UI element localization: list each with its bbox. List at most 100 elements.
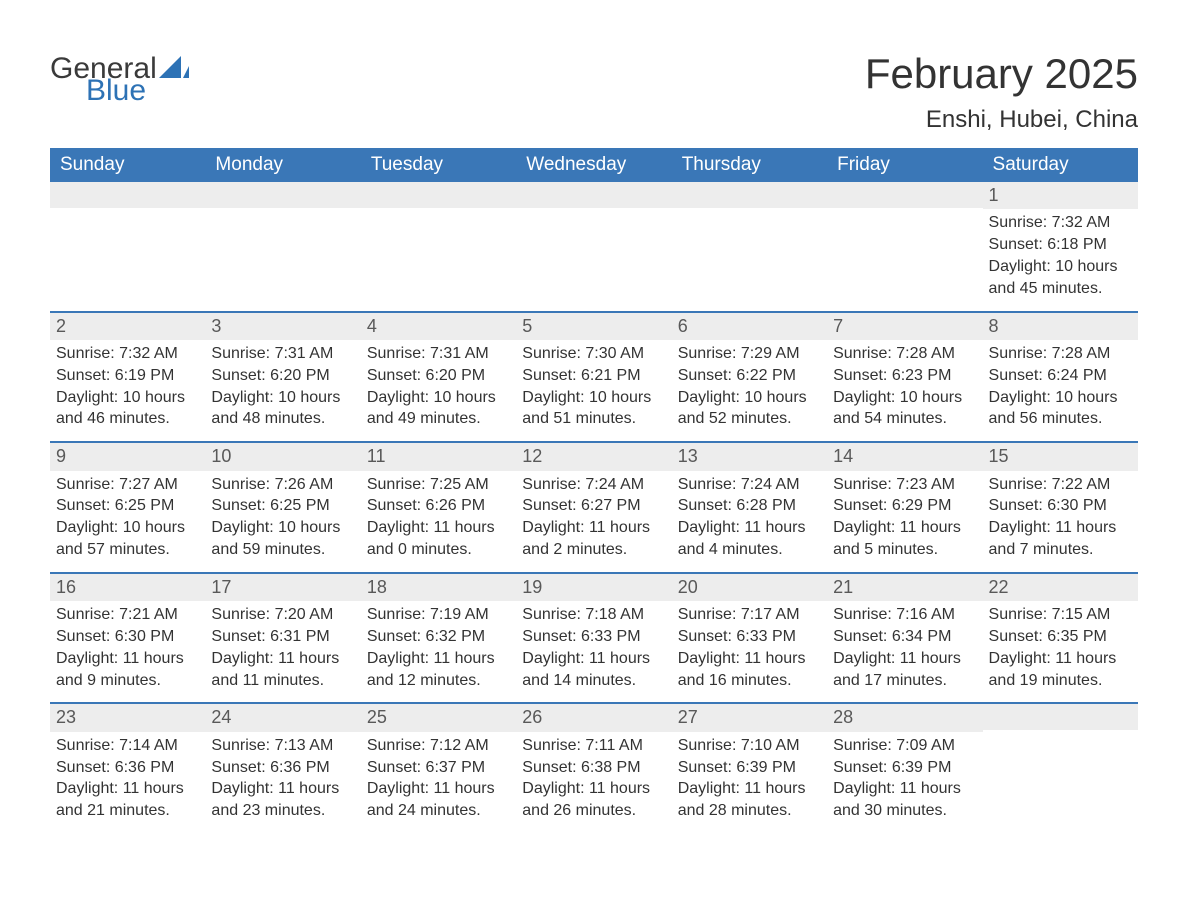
day-number: 23 (50, 704, 205, 731)
day-sunset: Sunset: 6:33 PM (522, 627, 665, 648)
day-cell: 12Sunrise: 7:24 AMSunset: 6:27 PMDayligh… (516, 443, 671, 572)
day-body: Sunrise: 7:31 AMSunset: 6:20 PMDaylight:… (205, 340, 360, 441)
day-body: Sunrise: 7:10 AMSunset: 6:39 PMDaylight:… (672, 732, 827, 833)
day-number: 4 (361, 313, 516, 340)
day-d1: Daylight: 10 hours (989, 257, 1132, 278)
day-body: Sunrise: 7:12 AMSunset: 6:37 PMDaylight:… (361, 732, 516, 833)
title-month: February 2025 (865, 50, 1138, 98)
day-d1: Daylight: 11 hours (833, 779, 976, 800)
day-d2: and 30 minutes. (833, 801, 976, 822)
week-row: 16Sunrise: 7:21 AMSunset: 6:30 PMDayligh… (50, 572, 1138, 703)
day-cell: 25Sunrise: 7:12 AMSunset: 6:37 PMDayligh… (361, 704, 516, 833)
day-cell (516, 182, 671, 311)
day-d2: and 12 minutes. (367, 671, 510, 692)
day-sunset: Sunset: 6:38 PM (522, 758, 665, 779)
day-number: 13 (672, 443, 827, 470)
day-cell (827, 182, 982, 311)
day-d2: and 16 minutes. (678, 671, 821, 692)
day-d2: and 24 minutes. (367, 801, 510, 822)
day-body: Sunrise: 7:20 AMSunset: 6:31 PMDaylight:… (205, 601, 360, 702)
title-location: Enshi, Hubei, China (865, 106, 1138, 134)
day-d2: and 9 minutes. (56, 671, 199, 692)
day-sunset: Sunset: 6:34 PM (833, 627, 976, 648)
day-d1: Daylight: 11 hours (56, 779, 199, 800)
day-d2: and 57 minutes. (56, 540, 199, 561)
day-header-cell: Friday (827, 148, 982, 182)
day-number: 10 (205, 443, 360, 470)
week-row: 1 Sunrise: 7:32 AMSunset: 6:18 PMDaylight… (50, 182, 1138, 311)
day-d2: and 28 minutes. (678, 801, 821, 822)
day-d2: and 52 minutes. (678, 409, 821, 430)
day-sunset: Sunset: 6:27 PM (522, 496, 665, 517)
day-cell: 4Sunrise: 7:31 AMSunset: 6:20 PMDaylight… (361, 313, 516, 442)
day-cell (983, 704, 1138, 833)
day-sunset: Sunset: 6:19 PM (56, 366, 199, 387)
day-d1: Daylight: 11 hours (989, 518, 1132, 539)
day-d2: and 48 minutes. (211, 409, 354, 430)
day-d1: Daylight: 11 hours (678, 518, 821, 539)
day-d2: and 56 minutes. (989, 409, 1132, 430)
day-d2: and 26 minutes. (522, 801, 665, 822)
day-d1: Daylight: 10 hours (56, 518, 199, 539)
day-d2: and 21 minutes. (56, 801, 199, 822)
day-cell: 21Sunrise: 7:16 AMSunset: 6:34 PMDayligh… (827, 574, 982, 703)
day-cell (672, 182, 827, 311)
day-sunrise: Sunrise: 7:19 AM (367, 605, 510, 626)
day-cell: 9Sunrise: 7:27 AMSunset: 6:25 PMDaylight… (50, 443, 205, 572)
day-d1: Daylight: 11 hours (678, 779, 821, 800)
day-d1: Daylight: 10 hours (367, 388, 510, 409)
day-cell: 27Sunrise: 7:10 AMSunset: 6:39 PMDayligh… (672, 704, 827, 833)
day-sunset: Sunset: 6:35 PM (989, 627, 1132, 648)
day-cell: 26Sunrise: 7:11 AMSunset: 6:38 PMDayligh… (516, 704, 671, 833)
logo-text-blue: Blue (86, 76, 191, 106)
day-sunset: Sunset: 6:39 PM (678, 758, 821, 779)
day-header-cell: Saturday (983, 148, 1138, 182)
day-cell: 3Sunrise: 7:31 AMSunset: 6:20 PMDaylight… (205, 313, 360, 442)
day-number: 3 (205, 313, 360, 340)
day-sunrise: Sunrise: 7:12 AM (367, 736, 510, 757)
day-number: 17 (205, 574, 360, 601)
day-body: Sunrise: 7:16 AMSunset: 6:34 PMDaylight:… (827, 601, 982, 702)
day-d2: and 0 minutes. (367, 540, 510, 561)
day-number: 24 (205, 704, 360, 731)
day-sunrise: Sunrise: 7:27 AM (56, 475, 199, 496)
day-cell: 13Sunrise: 7:24 AMSunset: 6:28 PMDayligh… (672, 443, 827, 572)
day-cell: 20Sunrise: 7:17 AMSunset: 6:33 PMDayligh… (672, 574, 827, 703)
day-cell: 28Sunrise: 7:09 AMSunset: 6:39 PMDayligh… (827, 704, 982, 833)
day-d1: Daylight: 10 hours (833, 388, 976, 409)
day-body: Sunrise: 7:28 AMSunset: 6:23 PMDaylight:… (827, 340, 982, 441)
day-sunrise: Sunrise: 7:32 AM (989, 213, 1132, 234)
day-cell: 8Sunrise: 7:28 AMSunset: 6:24 PMDaylight… (983, 313, 1138, 442)
day-d1: Daylight: 10 hours (211, 388, 354, 409)
day-sunrise: Sunrise: 7:28 AM (833, 344, 976, 365)
calendar-body: 1Sunrise: 7:32 AMSunset: 6:18 PMDaylight… (50, 182, 1138, 833)
week-row: 23Sunrise: 7:14 AMSunset: 6:36 PMDayligh… (50, 702, 1138, 833)
day-number: 2 (50, 313, 205, 340)
day-cell: 5Sunrise: 7:30 AMSunset: 6:21 PMDaylight… (516, 313, 671, 442)
day-sunset: Sunset: 6:29 PM (833, 496, 976, 517)
day-sunset: Sunset: 6:36 PM (211, 758, 354, 779)
day-d2: and 4 minutes. (678, 540, 821, 561)
day-sunrise: Sunrise: 7:29 AM (678, 344, 821, 365)
page-header: General Blue February 2025 Enshi, Hubei,… (50, 50, 1138, 134)
day-sunrise: Sunrise: 7:22 AM (989, 475, 1132, 496)
day-sunrise: Sunrise: 7:31 AM (367, 344, 510, 365)
day-sunset: Sunset: 6:36 PM (56, 758, 199, 779)
day-body: Sunrise: 7:26 AMSunset: 6:25 PMDaylight:… (205, 471, 360, 572)
day-body: Sunrise: 7:25 AMSunset: 6:26 PMDaylight:… (361, 471, 516, 572)
day-number: 1 (983, 182, 1138, 209)
day-header-cell: Wednesday (516, 148, 671, 182)
day-number: 7 (827, 313, 982, 340)
day-sunset: Sunset: 6:18 PM (989, 235, 1132, 256)
day-cell: 2Sunrise: 7:32 AMSunset: 6:19 PMDaylight… (50, 313, 205, 442)
day-number: 14 (827, 443, 982, 470)
day-sunset: Sunset: 6:20 PM (211, 366, 354, 387)
day-number: 26 (516, 704, 671, 731)
day-body: Sunrise: 7:30 AMSunset: 6:21 PMDaylight:… (516, 340, 671, 441)
day-d2: and 2 minutes. (522, 540, 665, 561)
day-body: Sunrise: 7:29 AMSunset: 6:22 PMDaylight:… (672, 340, 827, 441)
day-sunrise: Sunrise: 7:24 AM (678, 475, 821, 496)
title-block: February 2025 Enshi, Hubei, China (865, 50, 1138, 134)
day-body: Sunrise: 7:28 AMSunset: 6:24 PMDaylight:… (983, 340, 1138, 441)
week-row: 2Sunrise: 7:32 AMSunset: 6:19 PMDaylight… (50, 311, 1138, 442)
